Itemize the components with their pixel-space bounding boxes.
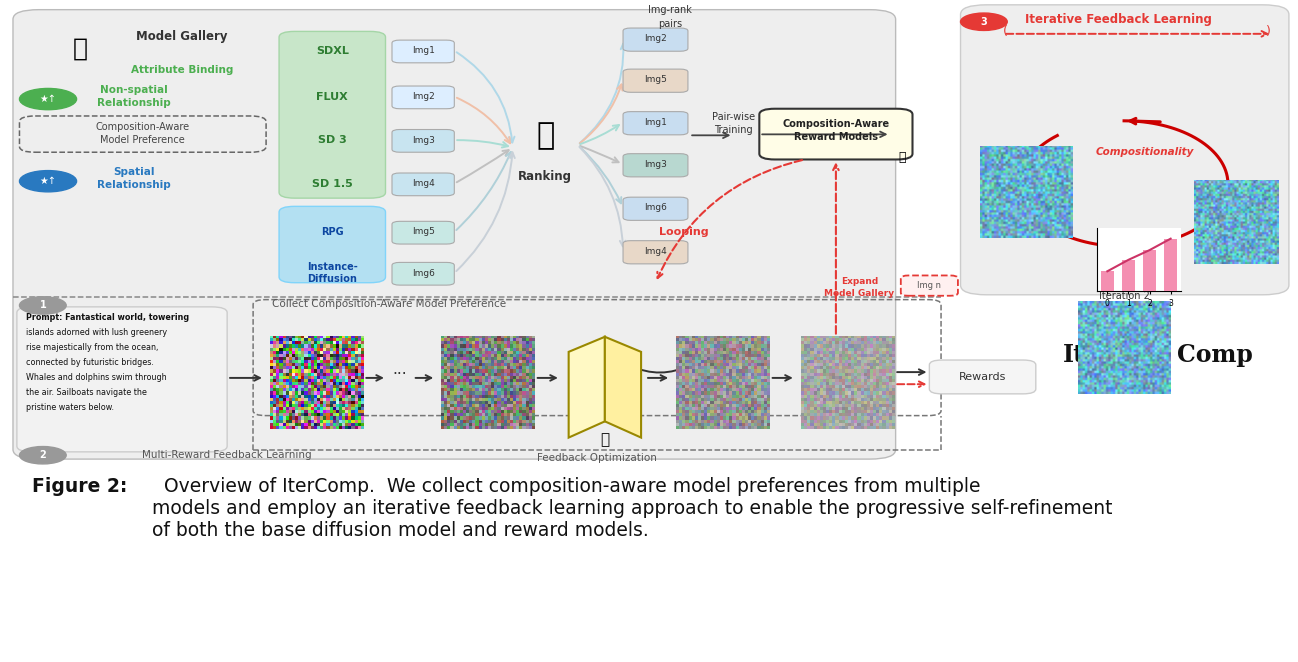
Text: Img3: Img3 — [411, 136, 435, 144]
Text: Img2: Img2 — [644, 34, 667, 43]
Text: ): ) — [1266, 25, 1271, 38]
Text: Attribute Binding: Attribute Binding — [131, 65, 232, 75]
FancyBboxPatch shape — [901, 275, 958, 296]
Text: Img n: Img n — [918, 281, 941, 290]
Text: the air. Sailboats navigate the: the air. Sailboats navigate the — [26, 388, 147, 397]
Text: $z_{t-1}$: $z_{t-1}$ — [710, 412, 736, 424]
Text: 🤖: 🤖 — [536, 120, 554, 150]
Text: Img-rank
pairs: Img-rank pairs — [648, 5, 692, 28]
Text: 🧩: 🧩 — [1123, 343, 1136, 367]
FancyBboxPatch shape — [392, 130, 454, 152]
FancyBboxPatch shape — [17, 307, 227, 452]
Text: SD 1.5: SD 1.5 — [312, 179, 353, 189]
Text: SDXL: SDXL — [315, 46, 349, 56]
FancyBboxPatch shape — [279, 207, 386, 283]
Text: FLUX: FLUX — [317, 91, 348, 102]
Text: Iteration 0: Iteration 0 — [1001, 179, 1053, 189]
FancyBboxPatch shape — [961, 5, 1289, 295]
Text: 3: 3 — [980, 17, 988, 26]
Text: RPG: RPG — [321, 227, 344, 237]
Text: ···: ··· — [392, 367, 408, 382]
Text: $z_t$: $z_t$ — [482, 412, 495, 424]
Text: Comp: Comp — [1177, 343, 1253, 367]
FancyBboxPatch shape — [13, 10, 896, 459]
Text: Looping: Looping — [659, 227, 709, 237]
Text: Composition-Aware
Reward Models: Composition-Aware Reward Models — [783, 119, 889, 142]
Text: $z_T$: $z_T$ — [310, 412, 323, 424]
Text: Iter: Iter — [1063, 343, 1112, 367]
Text: Img6: Img6 — [411, 269, 435, 277]
Text: connected by futuristic bridges.: connected by futuristic bridges. — [26, 358, 154, 367]
Text: Img1: Img1 — [411, 46, 435, 55]
Text: Non-spatial
Relationship: Non-spatial Relationship — [97, 85, 170, 109]
Text: Img4: Img4 — [644, 247, 667, 256]
FancyBboxPatch shape — [392, 86, 454, 109]
Text: Pair-wise
Training: Pair-wise Training — [711, 112, 755, 135]
Text: Iterative Feedback Learning: Iterative Feedback Learning — [1025, 13, 1212, 26]
FancyBboxPatch shape — [623, 112, 688, 135]
Text: Figure 2:: Figure 2: — [32, 477, 127, 496]
FancyBboxPatch shape — [623, 197, 688, 220]
Text: Overview of IterComp.  We collect composition-aware model preferences from multi: Overview of IterComp. We collect composi… — [152, 477, 1112, 540]
Bar — [1121, 260, 1136, 291]
Circle shape — [961, 13, 1007, 30]
Text: Rewards: Rewards — [959, 372, 1006, 382]
Text: rise majestically from the ocean,: rise majestically from the ocean, — [26, 343, 158, 352]
Text: 🔥: 🔥 — [600, 432, 610, 447]
Text: Img6: Img6 — [644, 203, 667, 213]
Text: Expand
Model Gallery: Expand Model Gallery — [824, 277, 894, 298]
Text: 🔥: 🔥 — [898, 150, 906, 164]
FancyBboxPatch shape — [623, 28, 688, 51]
Text: Prompt: Fantastical world, towering: Prompt: Fantastical world, towering — [26, 313, 190, 322]
FancyBboxPatch shape — [392, 221, 454, 244]
Text: ★↑: ★↑ — [39, 176, 57, 186]
Text: Model Gallery: Model Gallery — [136, 30, 227, 43]
Text: Iteration 2: Iteration 2 — [1098, 291, 1150, 301]
FancyBboxPatch shape — [623, 69, 688, 92]
Text: SD 3: SD 3 — [318, 135, 347, 145]
FancyBboxPatch shape — [929, 360, 1036, 394]
Text: Ranking: Ranking — [518, 170, 572, 183]
Text: Iteration 1: Iteration 1 — [1210, 199, 1262, 209]
Text: (: ( — [1003, 25, 1009, 38]
Text: Img5: Img5 — [411, 228, 435, 236]
Text: Img5: Img5 — [644, 75, 667, 84]
Text: Instance-
Diffusion: Instance- Diffusion — [306, 262, 358, 284]
Text: Img2: Img2 — [411, 92, 435, 101]
FancyBboxPatch shape — [392, 40, 454, 63]
Bar — [1142, 250, 1157, 291]
Text: Whales and dolphins swim through: Whales and dolphins swim through — [26, 373, 166, 382]
Text: $x_0'$: $x_0'$ — [841, 409, 854, 427]
Text: islands adorned with lush greenery: islands adorned with lush greenery — [26, 328, 167, 337]
Polygon shape — [569, 337, 605, 438]
Circle shape — [19, 171, 77, 192]
Text: 2: 2 — [39, 450, 47, 460]
FancyBboxPatch shape — [623, 154, 688, 177]
Text: Feedback Optimization: Feedback Optimization — [537, 453, 657, 463]
Text: Img4: Img4 — [411, 179, 435, 188]
Text: Spatial
Relationship: Spatial Relationship — [97, 167, 170, 191]
Bar — [1101, 271, 1114, 291]
Text: Compositionality: Compositionality — [1096, 147, 1194, 158]
Bar — [1164, 239, 1177, 291]
Circle shape — [19, 447, 66, 464]
Circle shape — [19, 297, 66, 314]
Text: Composition-Aware
Model Preference: Composition-Aware Model Preference — [96, 122, 190, 146]
Polygon shape — [605, 337, 641, 438]
FancyBboxPatch shape — [392, 173, 454, 196]
Text: Collect Composition-Aware Model Preference: Collect Composition-Aware Model Preferen… — [273, 299, 506, 309]
FancyBboxPatch shape — [392, 262, 454, 285]
FancyBboxPatch shape — [279, 31, 386, 198]
Text: Img1: Img1 — [644, 118, 667, 126]
FancyBboxPatch shape — [623, 241, 688, 264]
Text: 1: 1 — [39, 301, 47, 310]
Circle shape — [19, 89, 77, 110]
FancyBboxPatch shape — [759, 109, 912, 160]
Text: ★↑: ★↑ — [39, 94, 57, 104]
Text: 🤖: 🤖 — [73, 36, 88, 60]
Text: pristine waters below.: pristine waters below. — [26, 403, 114, 412]
Text: Multi-Reward Feedback Learning: Multi-Reward Feedback Learning — [143, 450, 312, 460]
Text: Img3: Img3 — [644, 160, 667, 169]
